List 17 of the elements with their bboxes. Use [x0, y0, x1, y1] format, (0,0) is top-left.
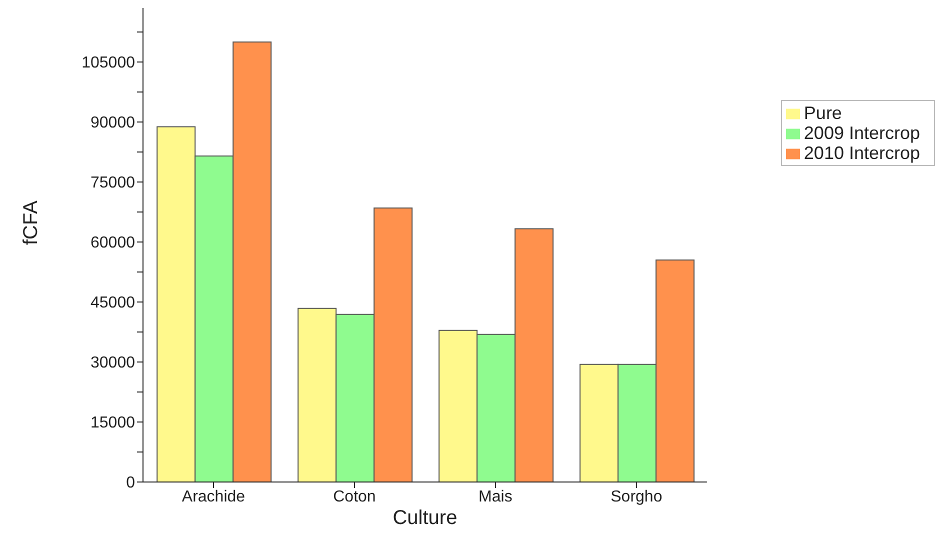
legend-label: Pure [804, 103, 842, 123]
x-axis-title: Culture [392, 507, 458, 529]
y-tick-label: 60000 [90, 234, 136, 252]
y-tick-label: 105000 [82, 54, 136, 72]
y-tick-label: 15000 [90, 414, 136, 432]
y-axis-title: fCFA [20, 200, 42, 245]
y-tick-label: 90000 [90, 114, 136, 132]
legend-label: 2010 Intercrop [804, 143, 920, 163]
x-tick-label: Coton [333, 488, 376, 506]
y-tick-label: 45000 [90, 294, 136, 312]
x-tick-label: Arachide [182, 488, 246, 506]
y-tick-label: 30000 [90, 354, 136, 372]
x-tick-label: Mais [478, 488, 512, 506]
y-tick-label: 0 [126, 474, 136, 492]
x-tick-label: Sorgho [610, 488, 662, 506]
legend-label: 2009 Intercrop [804, 123, 920, 143]
y-tick-label: 75000 [90, 174, 136, 192]
